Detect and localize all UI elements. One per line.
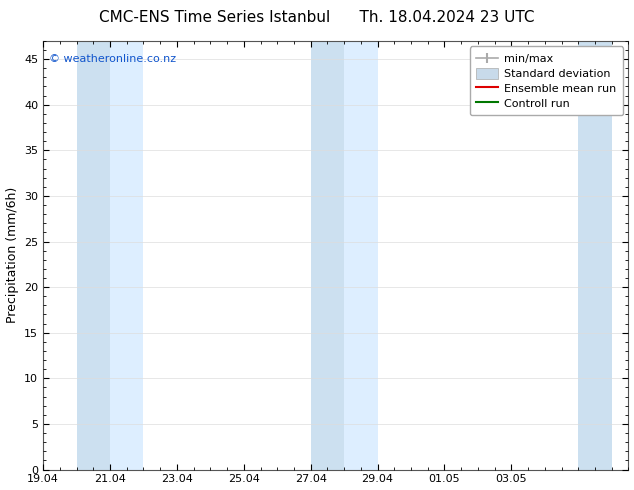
Text: © weatheronline.co.nz: © weatheronline.co.nz — [49, 54, 176, 64]
Bar — [77, 41, 110, 469]
Legend: min/max, Standard deviation, Ensemble mean run, Controll run: min/max, Standard deviation, Ensemble me… — [470, 47, 623, 116]
Y-axis label: Precipitation (mm/6h): Precipitation (mm/6h) — [6, 187, 18, 323]
Bar — [311, 41, 344, 469]
Bar — [110, 41, 143, 469]
Bar — [344, 41, 378, 469]
Bar — [578, 41, 612, 469]
Text: CMC-ENS Time Series Istanbul      Th. 18.04.2024 23 UTC: CMC-ENS Time Series Istanbul Th. 18.04.2… — [100, 10, 534, 25]
